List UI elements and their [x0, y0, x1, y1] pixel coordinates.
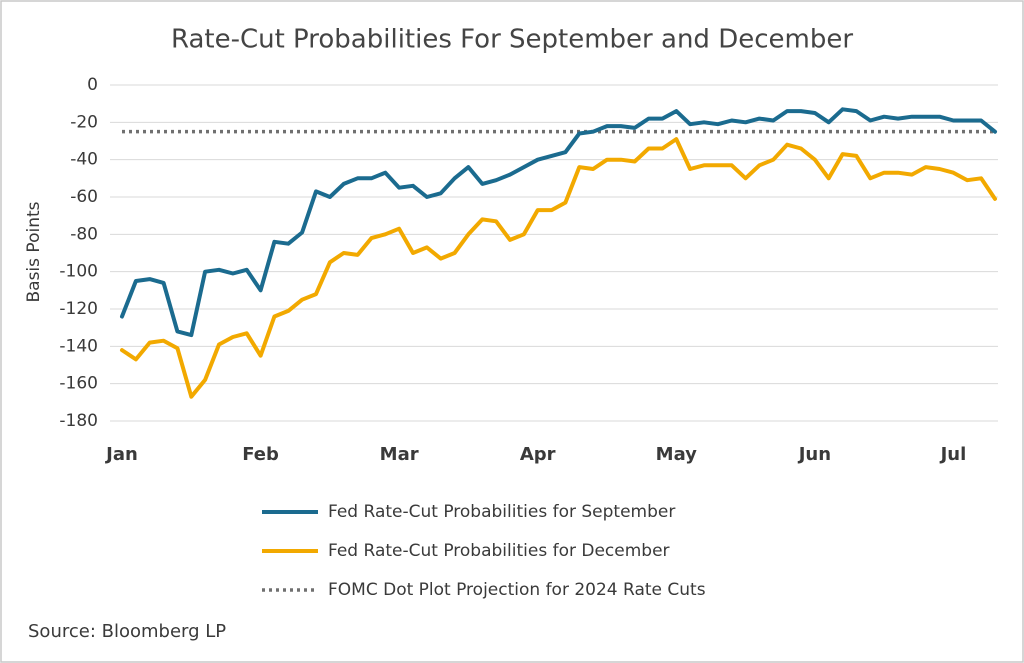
y-tick-label: -100 — [59, 262, 98, 282]
series-line — [120, 107, 997, 338]
y-tick-label: -20 — [70, 112, 98, 132]
y-tick-label: -120 — [59, 299, 98, 319]
source: Source: Bloomberg LP — [28, 621, 226, 642]
x-tick-label: Apr — [520, 444, 556, 465]
legend-label: Fed Rate-Cut Probabilities for December — [328, 541, 670, 561]
series-line — [120, 137, 997, 399]
legend-label: Fed Rate-Cut Probabilities for September — [328, 502, 675, 522]
x-tick-label: Jul — [939, 444, 967, 465]
y-tick-label: -140 — [59, 336, 98, 356]
y-tick-label: -80 — [70, 224, 98, 244]
y-tick-label: 0 — [87, 75, 98, 95]
y-tick-label: -60 — [70, 187, 98, 207]
x-tick-label: Jan — [104, 444, 138, 465]
legend-label: FOMC Dot Plot Projection for 2024 Rate C… — [328, 580, 706, 600]
x-tick-label: Jun — [797, 444, 831, 465]
y-axis-label: Basis Points — [24, 201, 44, 302]
chart-title: Rate-Cut Probabilities For September and… — [171, 25, 853, 55]
y-tick-label: -180 — [59, 411, 98, 431]
y-tick-label: -40 — [70, 150, 98, 170]
x-tick-label: Mar — [380, 444, 419, 465]
x-tick-label: Feb — [242, 444, 279, 465]
x-tick-label: May — [656, 444, 698, 465]
y-tick-label: -160 — [59, 374, 98, 394]
